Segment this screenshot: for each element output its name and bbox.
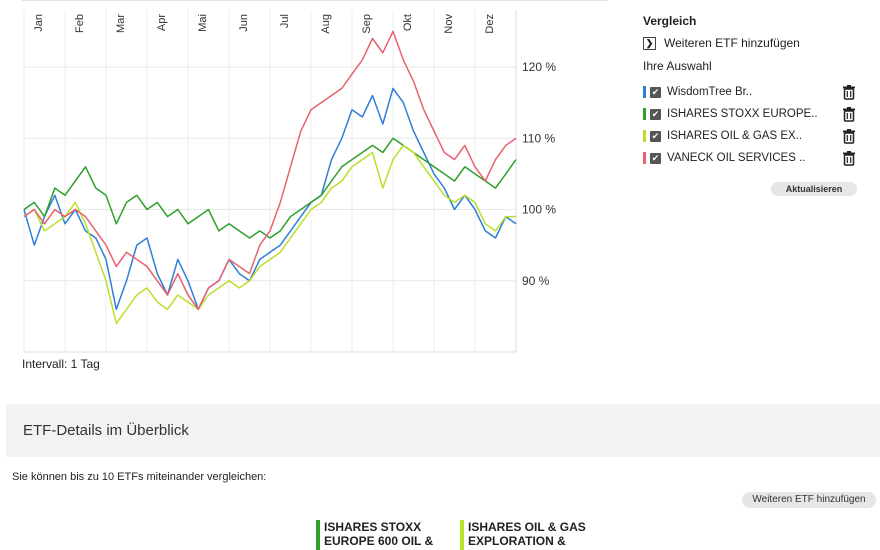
selection-item[interactable]: ✔ ISHARES OIL & GAS EX.. [643, 125, 863, 147]
chart-grid [23, 10, 517, 353]
series-color-bar [643, 130, 646, 142]
check-icon[interactable]: ✔ [650, 130, 661, 142]
x-tick-label: Dez [484, 14, 496, 34]
details-title: ETF-Details im Überblick [23, 422, 189, 439]
add-etf-label: Weiteren ETF hinzufügen [664, 36, 800, 50]
compare-title: Vergleich [643, 14, 697, 28]
selection-item[interactable]: ✔ WisdomTree Br.. [643, 81, 863, 103]
x-tick-label: Nov [443, 14, 455, 34]
etf-column-line2: EXPLORATION & [468, 534, 566, 548]
etf-column-line1: ISHARES OIL & GAS [468, 520, 586, 534]
selection-title: Ihre Auswahl [643, 59, 712, 73]
chart-series [23, 30, 517, 325]
x-tick-label: Feb [74, 14, 86, 33]
y-tick-label: 90 % [522, 274, 550, 288]
x-tick-label: Okt [402, 14, 414, 31]
series-line [23, 144, 516, 325]
y-tick-label: 110 % [522, 131, 555, 145]
series-line [23, 87, 517, 311]
add-etf-link[interactable]: ❯ Weiteren ETF hinzufügen [643, 36, 863, 50]
trash-icon[interactable] [841, 106, 857, 122]
selection-item-label: VANECK OIL SERVICES .. [667, 152, 806, 164]
x-tick-label: Jul [279, 14, 291, 28]
details-header: ETF-Details im Überblick [6, 404, 880, 457]
trash-icon[interactable] [841, 150, 857, 166]
top-divider [22, 0, 608, 1]
x-tick-label: Mar [115, 14, 127, 33]
compare-panel: Vergleich ❯ Weiteren ETF hinzufügen Ihre… [643, 14, 863, 196]
y-tick-label: 100 % [522, 203, 556, 217]
update-button[interactable]: Aktualisieren [771, 182, 857, 196]
etf-column-line2: EUROPE 600 OIL & [324, 534, 434, 548]
series-line [23, 137, 517, 239]
check-icon[interactable]: ✔ [650, 152, 661, 164]
etf-column-header: ISHARES STOXX EUROPE 600 OIL & [316, 520, 434, 550]
y-axis-labels: 90 % 100 % 110 % 120 % [522, 60, 556, 288]
chevron-right-icon: ❯ [643, 36, 656, 50]
trash-icon[interactable] [841, 84, 857, 100]
series-color-bar [643, 108, 646, 120]
etf-color-bar [316, 520, 320, 550]
interval-label: Intervall: 1 Tag [22, 357, 100, 371]
etf-color-bar [460, 520, 464, 550]
check-icon[interactable]: ✔ [650, 86, 661, 98]
series-color-bar [643, 152, 646, 164]
x-tick-label: Aug [320, 14, 332, 34]
x-tick-label: Mai [197, 14, 209, 32]
etf-column-header: ISHARES OIL & GAS EXPLORATION & [460, 520, 586, 550]
selection-item[interactable]: ✔ VANECK OIL SERVICES .. [643, 147, 863, 169]
x-tick-label: Sep [361, 14, 373, 34]
x-axis-months: Jan Feb Mar Apr Mai Jun Jul Aug Sep Okt Nov Dez [33, 14, 496, 34]
etf-comparison-chart: Jan Feb Mar Apr Mai Jun Jul Aug Sep Okt Nov Dez 90 … [23, 10, 556, 353]
y-tick-label: 120 % [522, 60, 556, 74]
selection-item[interactable]: ✔ ISHARES STOXX EUROPE.. [643, 103, 863, 125]
selection-item-label: WisdomTree Br.. [667, 86, 753, 98]
series-line [23, 30, 517, 311]
selection-item-label: ISHARES STOXX EUROPE.. [667, 108, 818, 120]
selection-list: ✔ WisdomTree Br.. ✔ ISHARES STOXX EUROPE.. ✔… [643, 81, 863, 169]
check-icon[interactable]: ✔ [650, 108, 661, 120]
x-tick-label: Apr [156, 14, 168, 31]
selection-item-label: ISHARES OIL & GAS EX.. [667, 130, 803, 142]
x-tick-label: Jun [238, 14, 250, 32]
trash-icon[interactable] [841, 128, 857, 144]
add-etf-button[interactable]: Weiteren ETF hinzufügen [742, 492, 876, 508]
etf-column-line1: ISHARES STOXX [324, 520, 422, 534]
x-tick-label: Jan [33, 14, 45, 32]
details-info: Sie können bis zu 10 ETFs miteinander ve… [12, 471, 267, 483]
series-color-bar [643, 86, 646, 98]
